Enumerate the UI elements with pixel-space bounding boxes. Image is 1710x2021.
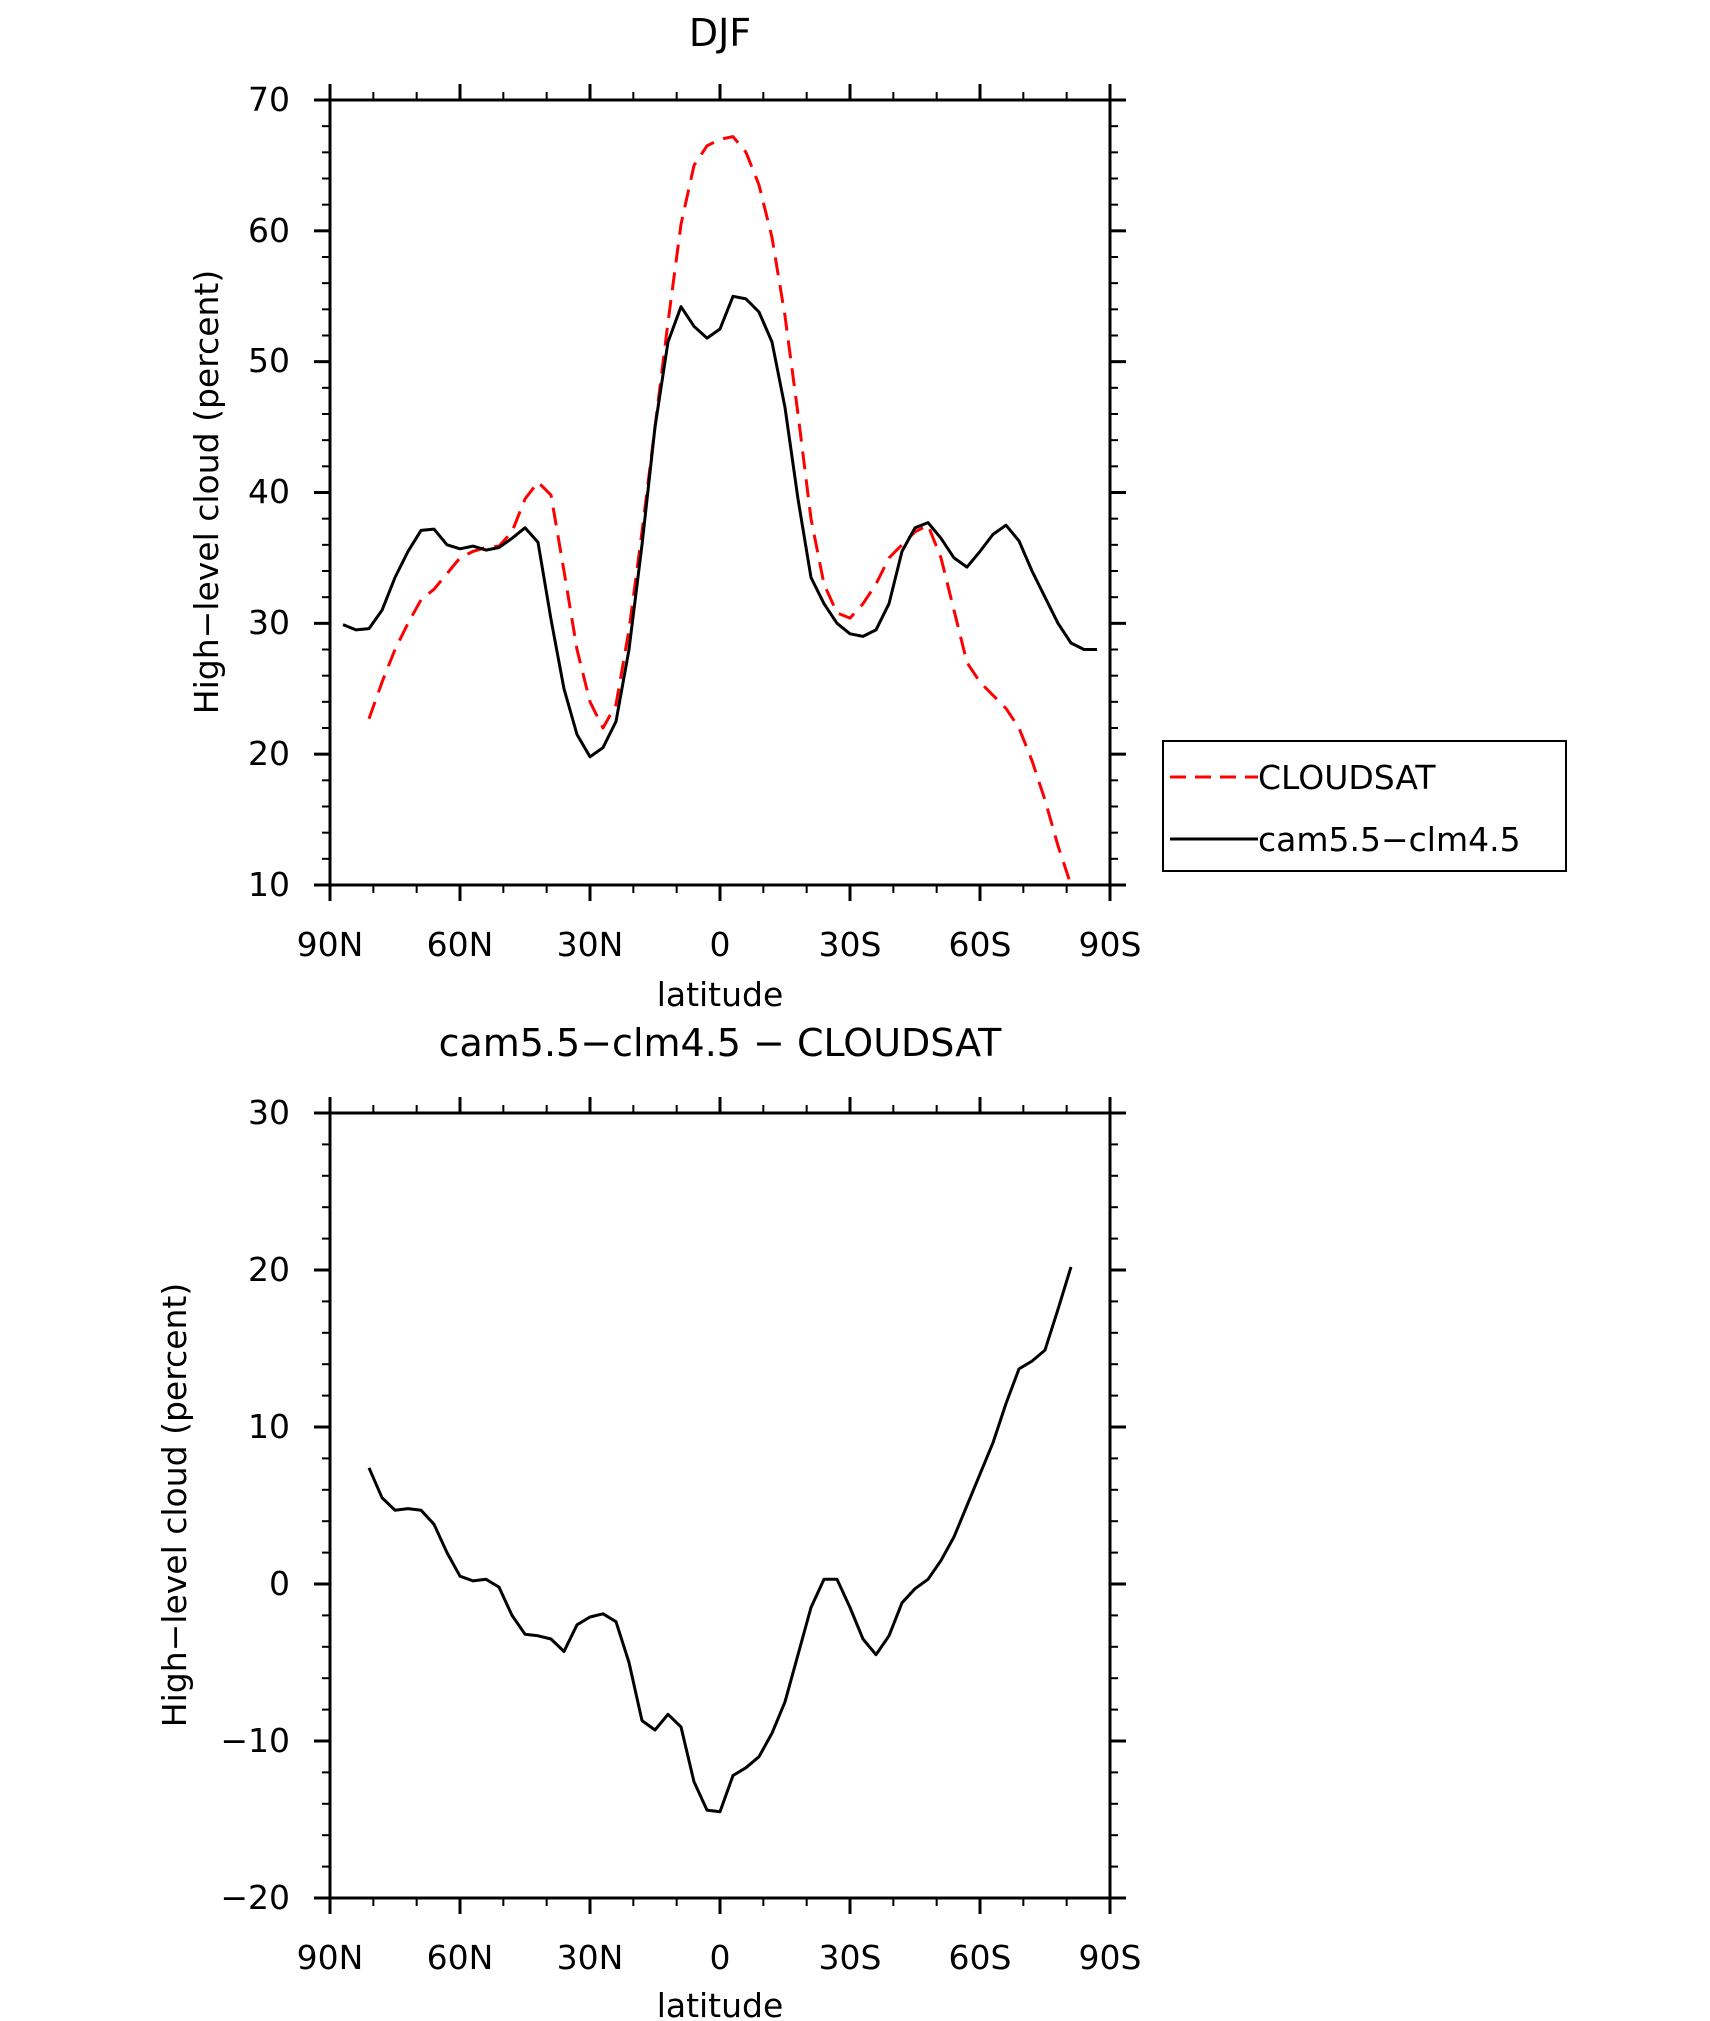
bottom-series-line-cam5-5-clm4-5-cloudsat xyxy=(367,1266,1073,1814)
bottom-x-tick-label: 30S xyxy=(819,1938,882,1977)
top-x-tick-label: 30N xyxy=(557,925,624,964)
top-y-tick-labels: 10 20 30 40 50 60 70 xyxy=(248,80,290,904)
bottom-x-tick-label: 90N xyxy=(297,1938,364,1977)
top-panel: DJF 10 20 30 40 50 60 70 90N 60N 30N 0 3… xyxy=(187,11,1567,1014)
top-x-axis-label: latitude xyxy=(657,975,784,1014)
top-x-tick-label: 60S xyxy=(949,925,1012,964)
top-series-lines xyxy=(342,135,1097,886)
top-y-tick-label: 50 xyxy=(248,341,290,380)
top-plot-frame xyxy=(328,98,1112,887)
bottom-x-tick-label: 60S xyxy=(949,1938,1012,1977)
top-y-tick-label: 20 xyxy=(248,734,290,773)
bottom-y-tick-label: −20 xyxy=(220,1878,290,1917)
top-y-tick-label: 10 xyxy=(248,865,290,904)
top-x-tick-label: 90S xyxy=(1079,925,1142,964)
bottom-panel: cam5.5−clm4.5 − CLOUDSAT −20 −10 0 10 20… xyxy=(155,1021,1141,2021)
bottom-x-tick-label: 30N xyxy=(557,1938,624,1977)
legend: CLOUDSAT cam5.5−clm4.5 xyxy=(1162,740,1567,872)
top-x-tick-label: 60N xyxy=(427,925,494,964)
bottom-y-tick-label: −10 xyxy=(220,1721,290,1760)
bottom-series-lines xyxy=(367,1266,1073,1814)
bottom-y-axis-label: High−level cloud (percent) xyxy=(155,1283,194,1727)
top-x-tick-label: 0 xyxy=(710,925,731,964)
top-y-axis-label: High−level cloud (percent) xyxy=(187,270,226,714)
bottom-y-tick-label: 30 xyxy=(248,1093,290,1132)
legend-box xyxy=(1162,740,1567,872)
top-x-tick-label: 90N xyxy=(297,925,364,964)
bottom-major-ticks xyxy=(314,1097,1126,1914)
bottom-plot-frame xyxy=(328,1111,1112,1900)
bottom-x-tick-labels: 90N 60N 30N 0 30S 60S 90S xyxy=(297,1938,1142,1977)
bottom-minor-ticks xyxy=(322,1105,1118,1906)
top-x-tick-labels: 90N 60N 30N 0 30S 60S 90S xyxy=(297,925,1142,964)
bottom-y-tick-labels: −20 −10 0 10 20 30 xyxy=(220,1093,290,1917)
bottom-y-tick-label: 20 xyxy=(248,1250,290,1289)
legend-model-label: cam5.5−clm4.5 xyxy=(1258,820,1521,859)
top-x-tick-label: 30S xyxy=(819,925,882,964)
top-minor-ticks xyxy=(322,92,1118,893)
bottom-y-tick-label: 0 xyxy=(269,1564,290,1603)
top-y-tick-label: 60 xyxy=(248,211,290,250)
bottom-x-axis-label: latitude xyxy=(657,1986,784,2021)
bottom-chart-title: cam5.5−clm4.5 − CLOUDSAT xyxy=(439,1021,1003,1065)
top-series-line-cam5-5-clm4-5 xyxy=(342,294,1097,759)
legend-cloudsat-label: CLOUDSAT xyxy=(1258,758,1436,797)
bottom-x-tick-label: 0 xyxy=(710,1938,731,1977)
top-major-ticks xyxy=(314,84,1126,901)
top-y-tick-label: 40 xyxy=(248,472,290,511)
top-series-line-cloudsat xyxy=(367,135,1073,886)
bottom-x-tick-label: 90S xyxy=(1079,1938,1142,1977)
top-chart-title: DJF xyxy=(689,11,751,55)
bottom-x-tick-label: 60N xyxy=(427,1938,494,1977)
top-y-tick-label: 30 xyxy=(248,603,290,642)
top-y-tick-label: 70 xyxy=(248,80,290,119)
bottom-y-tick-label: 10 xyxy=(248,1407,290,1446)
